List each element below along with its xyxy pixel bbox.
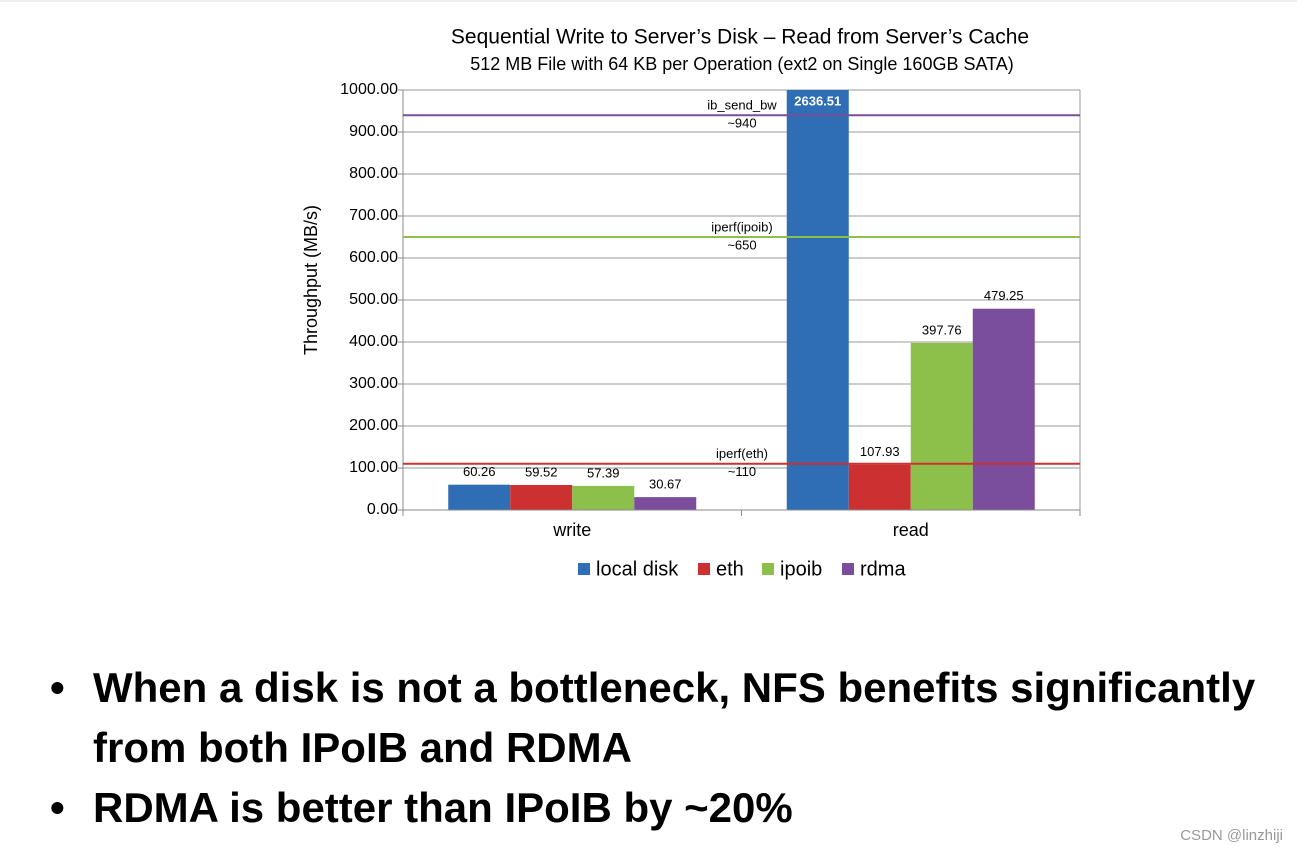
bar	[786, 90, 849, 510]
bar	[910, 342, 973, 510]
y-tick-label: 700.00	[349, 207, 398, 224]
watermark: CSDN @linzhiji	[1180, 827, 1283, 844]
y-tick-label: 500.00	[349, 291, 398, 308]
value-label: 60.26	[463, 464, 496, 479]
bar	[448, 484, 511, 510]
legend-swatch	[762, 563, 774, 575]
legend-label: ipoib	[780, 558, 822, 580]
legend-label: rdma	[860, 558, 906, 580]
x-tick-label: read	[893, 520, 929, 540]
bar	[848, 464, 911, 510]
reference-name: iperf(eth)	[716, 446, 768, 461]
y-tick-label: 900.00	[349, 123, 398, 140]
y-tick-label: 100.00	[349, 459, 398, 476]
bullet: RDMA is better than IPoIB by ~20%	[50, 778, 1290, 838]
value-label: 479.25	[984, 288, 1024, 303]
y-tick-label: 200.00	[349, 417, 398, 434]
value-label: 30.67	[649, 477, 682, 492]
legend-label: eth	[716, 558, 744, 580]
y-tick-label: 0.00	[367, 501, 398, 518]
legend-swatch	[698, 563, 710, 575]
reference-name: iperf(ipoib)	[711, 219, 772, 234]
value-label: 59.52	[525, 464, 558, 479]
chart-title: Sequential Write to Server’s Disk – Read…	[451, 26, 1029, 49]
y-tick-label: 800.00	[349, 165, 398, 182]
value-label: 2636.51	[794, 93, 841, 108]
value-label: 397.76	[922, 322, 962, 337]
y-tick-label: 300.00	[349, 375, 398, 392]
plot-area	[448, 90, 1035, 510]
value-label: 107.93	[860, 444, 900, 459]
bar	[572, 485, 635, 510]
y-tick-label: 600.00	[349, 249, 398, 266]
reference-name: ib_send_bw	[707, 98, 777, 113]
reference-label: ~650	[727, 237, 756, 252]
chart-subtitle: 512 MB File with 64 KB per Operation (ex…	[470, 54, 1014, 74]
value-label: 57.39	[587, 465, 620, 480]
legend-swatch	[842, 563, 854, 575]
x-tick-label: write	[552, 520, 591, 540]
reference-label: ~940	[727, 116, 756, 131]
reference-label: ~110	[728, 464, 756, 479]
chart: Sequential Write to Server’s Disk – Read…	[0, 0, 1297, 580]
bar	[510, 485, 573, 510]
y-axis-label: Throughput (MB/s)	[301, 205, 321, 355]
bullet-list: When a disk is not a bottleneck, NFS ben…	[50, 658, 1290, 838]
y-tick-label: 1000.00	[340, 81, 398, 98]
legend-swatch	[578, 563, 590, 575]
y-tick-label: 400.00	[349, 333, 398, 350]
bar	[972, 308, 1035, 510]
legend-label: local disk	[596, 558, 679, 580]
bar	[634, 497, 697, 510]
bullet: When a disk is not a bottleneck, NFS ben…	[50, 658, 1290, 778]
